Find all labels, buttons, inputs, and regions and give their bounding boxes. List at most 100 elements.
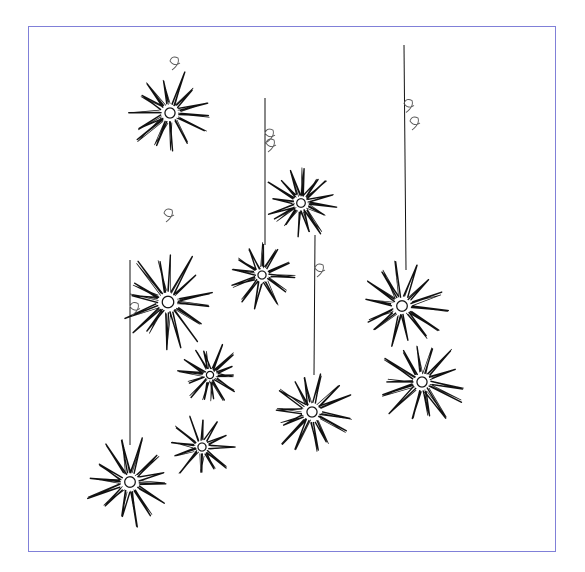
star-ray [382, 383, 414, 396]
star-ray [177, 370, 203, 375]
star-ray [383, 359, 415, 379]
star-ray [202, 380, 211, 401]
star-ray [231, 275, 256, 286]
star-ray [266, 277, 287, 293]
star-ray [306, 204, 326, 216]
star-ray [295, 419, 312, 451]
star-center [164, 107, 176, 119]
star-ray [171, 258, 192, 294]
star-ray [92, 478, 122, 484]
star-ray [416, 345, 423, 374]
string-curl [265, 138, 277, 153]
star-ray [175, 427, 197, 444]
star-ray [132, 284, 159, 298]
star-ray [367, 308, 394, 323]
star-ray [137, 117, 164, 143]
star-ray [300, 211, 311, 233]
star-ray [213, 377, 235, 393]
string-curl [169, 56, 181, 71]
star-ray [121, 439, 130, 474]
star-ray [216, 366, 233, 374]
star-ray [203, 421, 218, 442]
star-ray [209, 445, 235, 450]
star-bottom-left [87, 260, 167, 528]
star-center [205, 370, 215, 380]
star-ray [303, 209, 322, 235]
star-ray [422, 389, 429, 416]
star-ray [173, 309, 198, 341]
star-ray [394, 260, 401, 298]
star-ray [268, 261, 290, 273]
star-ray [133, 489, 153, 515]
star-ray [428, 385, 463, 403]
star-ray [121, 489, 131, 518]
star-ray [138, 472, 165, 482]
star-ray [99, 465, 123, 480]
star-ray [382, 269, 399, 299]
star-ray [411, 305, 449, 312]
star-ray [206, 350, 209, 370]
star-ray [176, 447, 196, 457]
star-ray [374, 310, 398, 331]
star-ray [124, 304, 159, 319]
star-ray [138, 114, 162, 131]
star-ray [215, 372, 234, 378]
hanging-string [403, 44, 407, 271]
star-ray [188, 376, 205, 384]
star-ray [129, 439, 143, 473]
star-ray [285, 208, 298, 226]
star-ray [176, 116, 207, 132]
star-ray [200, 419, 204, 441]
star-ray [267, 203, 295, 215]
star-ray [106, 445, 127, 475]
string-curl [409, 116, 421, 131]
star-ray [281, 418, 306, 444]
star-ray [430, 384, 462, 401]
star-ray [422, 390, 431, 417]
star-center-small [231, 98, 296, 310]
star-ray [305, 178, 317, 198]
star-ray [154, 121, 169, 146]
star-ray [387, 378, 413, 383]
star-ray [366, 299, 394, 306]
star-ray [131, 294, 159, 304]
star-ray [307, 205, 325, 216]
star-ray [199, 453, 205, 473]
star-ray [312, 375, 322, 403]
star-ray [303, 178, 319, 197]
star-ray [134, 456, 160, 478]
star-ray [248, 249, 261, 270]
star-ray [136, 117, 164, 141]
star-ray [165, 312, 170, 351]
star-ray [174, 275, 196, 297]
star-ray [177, 300, 209, 306]
star-left-lower [170, 415, 236, 474]
star-ray [300, 167, 304, 197]
star-ray [178, 451, 200, 474]
star-ray [276, 206, 297, 222]
star-ray [211, 344, 224, 370]
star-ray [203, 350, 212, 370]
star-ray [189, 415, 200, 442]
star-ray [130, 490, 137, 527]
star-ray [280, 415, 304, 423]
star-ray [422, 347, 433, 375]
star-ray [408, 279, 429, 301]
star-ray [187, 376, 204, 382]
star-ray [273, 206, 295, 220]
star-ray [284, 208, 299, 227]
star-ray [411, 294, 442, 306]
star-ray [211, 378, 224, 401]
star-ray [405, 311, 428, 339]
star-ray [136, 263, 162, 296]
star-ray [169, 311, 182, 348]
star-ray [303, 377, 313, 404]
star-ray [206, 449, 227, 467]
star-ray [162, 79, 171, 105]
star-right-lower [382, 345, 464, 420]
star-ray [138, 114, 164, 130]
star-ray [275, 408, 303, 415]
star-center [257, 270, 267, 280]
star-ray [429, 380, 464, 389]
star-ray [184, 359, 206, 374]
